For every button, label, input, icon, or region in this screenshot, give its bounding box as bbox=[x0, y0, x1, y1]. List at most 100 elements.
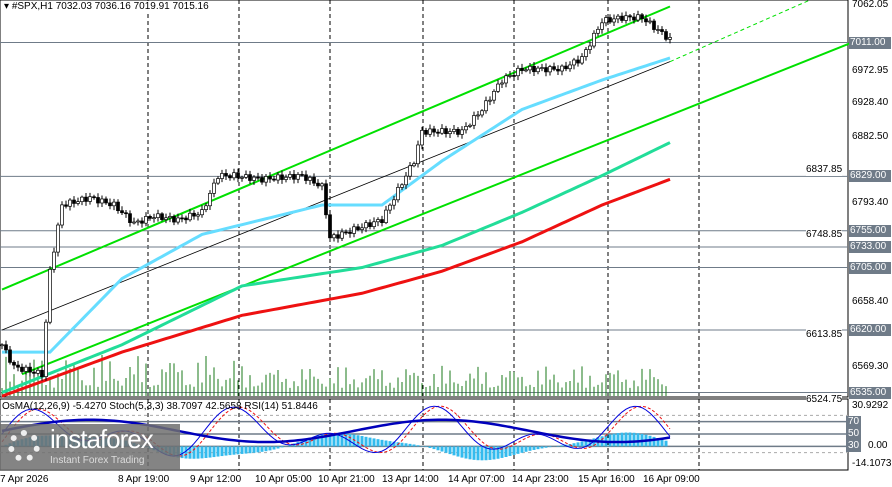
candle bbox=[192, 210, 196, 220]
candle-body bbox=[108, 202, 112, 207]
candle bbox=[184, 215, 188, 224]
candle bbox=[252, 175, 256, 185]
price-tick: 6928.40 bbox=[852, 97, 889, 109]
candle-body bbox=[228, 175, 232, 179]
candle-body bbox=[604, 17, 608, 24]
candle-body bbox=[504, 75, 508, 84]
candle bbox=[260, 173, 264, 185]
candle-body bbox=[344, 231, 348, 234]
candle bbox=[388, 203, 392, 214]
candle-body bbox=[628, 15, 632, 18]
candle bbox=[552, 62, 556, 72]
candle-body bbox=[488, 99, 492, 102]
candle bbox=[244, 170, 248, 180]
candle bbox=[36, 367, 40, 376]
candle-body bbox=[524, 69, 528, 72]
candle bbox=[256, 172, 260, 181]
candle-body bbox=[76, 201, 80, 204]
candle-body bbox=[656, 29, 660, 31]
candle-body bbox=[84, 196, 88, 202]
candle-body bbox=[476, 114, 480, 117]
candle-body bbox=[20, 366, 24, 372]
candle-body bbox=[536, 67, 540, 73]
candle-body bbox=[332, 234, 336, 239]
candle bbox=[564, 61, 568, 72]
candle bbox=[532, 61, 536, 76]
candle-body bbox=[336, 234, 340, 239]
candle-body bbox=[164, 217, 168, 220]
candle bbox=[96, 193, 100, 208]
candle-body bbox=[348, 231, 352, 234]
candle-body bbox=[308, 176, 312, 181]
candle bbox=[204, 203, 208, 213]
instaforex-logo: instaforex Instant Forex Trading bbox=[0, 424, 180, 470]
candle bbox=[300, 170, 304, 177]
candle bbox=[0, 343, 4, 350]
ma-mid-line bbox=[1, 141, 671, 394]
candle-body bbox=[592, 32, 596, 47]
candle bbox=[412, 161, 416, 168]
price-tick: 6613.85 bbox=[806, 328, 843, 341]
price-level-tag: 7011.00 bbox=[849, 36, 891, 49]
candle bbox=[516, 65, 520, 81]
candle bbox=[68, 198, 72, 211]
price-tick: 6569.30 bbox=[852, 361, 889, 373]
candle-body bbox=[92, 196, 96, 199]
candle-body bbox=[12, 362, 16, 366]
price-tick: 6793.40 bbox=[852, 196, 889, 208]
candle bbox=[4, 340, 8, 354]
candle bbox=[156, 209, 160, 222]
candle bbox=[200, 205, 204, 218]
candle bbox=[652, 18, 656, 33]
candle bbox=[272, 175, 276, 182]
price-tick: 6658.40 bbox=[852, 295, 889, 307]
candle bbox=[352, 223, 356, 238]
candle-body bbox=[256, 176, 260, 179]
channel-mid-extension bbox=[669, 0, 811, 63]
candle-body bbox=[404, 175, 408, 186]
candle-body bbox=[80, 196, 84, 203]
candle bbox=[180, 214, 184, 223]
candle bbox=[576, 55, 580, 67]
candle-body bbox=[548, 66, 552, 73]
candle bbox=[572, 57, 576, 70]
time-label: 16 Apr 09:00 bbox=[643, 474, 700, 485]
candle-body bbox=[528, 65, 532, 71]
candle bbox=[432, 125, 436, 137]
candle bbox=[640, 13, 644, 23]
candle bbox=[580, 53, 584, 65]
candle-body bbox=[532, 65, 536, 73]
candle-body bbox=[480, 110, 484, 116]
candle-body bbox=[428, 128, 432, 135]
indicator-level-tag: 30 bbox=[846, 440, 862, 453]
candle-body bbox=[32, 371, 36, 374]
candle bbox=[72, 196, 76, 208]
candle bbox=[32, 368, 36, 377]
price-level-tag: 6733.00 bbox=[849, 240, 891, 253]
main-chart-frame bbox=[0, 0, 849, 398]
candle-body bbox=[44, 321, 48, 377]
candle bbox=[240, 175, 244, 182]
candle-body bbox=[412, 163, 416, 167]
candle-body bbox=[216, 178, 220, 184]
indicator-level-tag: 50 bbox=[846, 428, 862, 440]
candle bbox=[148, 214, 152, 221]
candle bbox=[124, 209, 128, 218]
rsi-line bbox=[1, 418, 671, 444]
candle bbox=[152, 213, 156, 223]
candle-body bbox=[544, 67, 548, 73]
candle-body bbox=[456, 128, 460, 135]
candle bbox=[444, 125, 448, 138]
candle-body bbox=[252, 176, 256, 181]
candle-body bbox=[328, 214, 332, 239]
candle-body bbox=[172, 216, 176, 223]
candle bbox=[480, 109, 484, 118]
candle-body bbox=[484, 100, 488, 112]
candle-body bbox=[56, 224, 60, 253]
candle bbox=[372, 217, 376, 230]
candle-body bbox=[312, 176, 316, 184]
candle-body bbox=[388, 204, 392, 211]
candle-body bbox=[292, 174, 296, 180]
candle-body bbox=[416, 144, 420, 165]
